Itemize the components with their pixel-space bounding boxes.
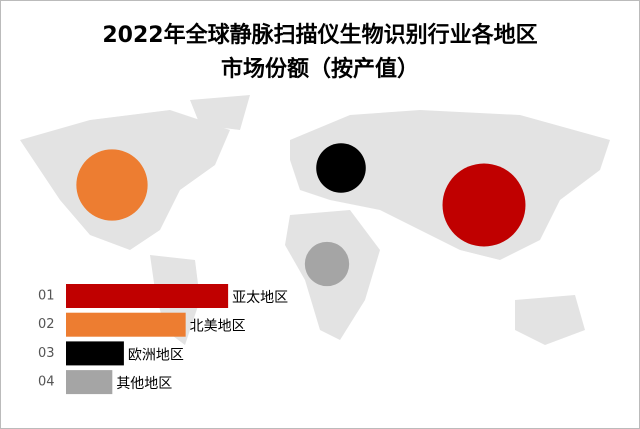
bar bbox=[66, 370, 113, 395]
bar bbox=[66, 341, 124, 366]
category-label: 亚太地区 bbox=[232, 290, 288, 306]
category-label: 欧洲地区 bbox=[128, 347, 184, 363]
rank-label: 03 bbox=[38, 346, 55, 361]
bubble bbox=[442, 163, 526, 247]
rank-label: 01 bbox=[38, 289, 55, 304]
chart-title: 市场份额（按产值） bbox=[221, 56, 419, 82]
category-label: 北美地区 bbox=[190, 319, 246, 335]
rank-label: 02 bbox=[38, 317, 55, 332]
rank-label: 04 bbox=[38, 375, 55, 390]
bubble bbox=[316, 143, 366, 193]
category-label: 其他地区 bbox=[116, 376, 172, 392]
chart-title: 2022年全球静脉扫描仪生物识别行业各地区 bbox=[102, 22, 537, 48]
bar bbox=[66, 312, 186, 337]
bubble bbox=[304, 241, 350, 287]
bubble bbox=[76, 149, 148, 221]
bar bbox=[66, 284, 229, 308]
